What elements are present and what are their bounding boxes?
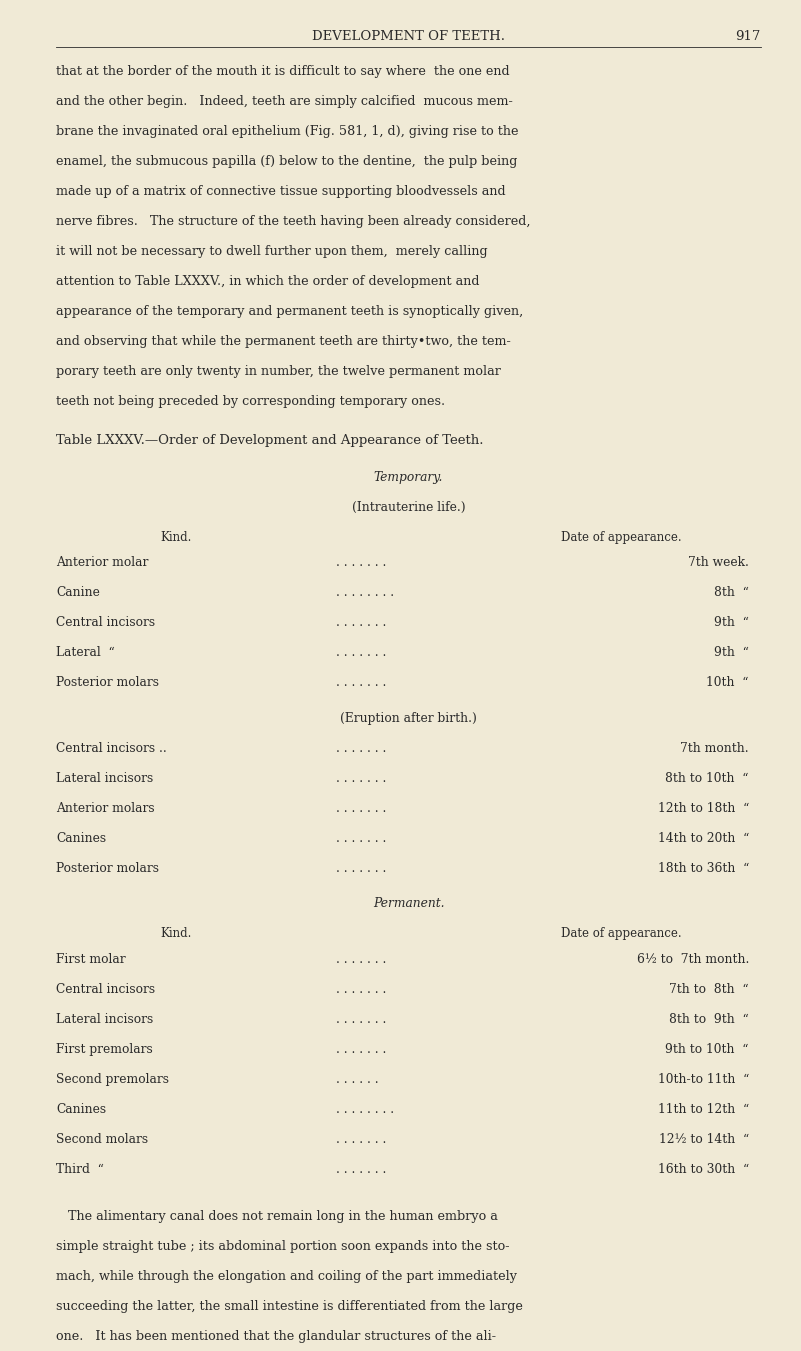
Text: . . . . . . .: . . . . . . . bbox=[336, 1013, 387, 1025]
Text: First molar: First molar bbox=[56, 952, 126, 966]
Text: . . . . . .: . . . . . . bbox=[336, 1073, 379, 1086]
Text: The alimentary canal does not remain long in the human embryo a: The alimentary canal does not remain lon… bbox=[56, 1210, 498, 1223]
Text: . . . . . . .: . . . . . . . bbox=[336, 982, 387, 996]
Text: Second premolars: Second premolars bbox=[56, 1073, 169, 1086]
Text: . . . . . . . .: . . . . . . . . bbox=[336, 1102, 395, 1116]
Text: Kind.: Kind. bbox=[160, 927, 191, 940]
Text: . . . . . . .: . . . . . . . bbox=[336, 677, 387, 689]
Text: teeth not being preceded by corresponding temporary ones.: teeth not being preceded by correspondin… bbox=[56, 394, 445, 408]
Text: Canine: Canine bbox=[56, 586, 100, 600]
Text: 8th to 10th  “: 8th to 10th “ bbox=[666, 771, 749, 785]
Text: . . . . . . .: . . . . . . . bbox=[336, 1132, 387, 1146]
Text: Posterior molars: Posterior molars bbox=[56, 862, 159, 874]
Text: (Intrauterine life.): (Intrauterine life.) bbox=[352, 501, 465, 513]
Text: . . . . . . .: . . . . . . . bbox=[336, 952, 387, 966]
Text: Lateral incisors: Lateral incisors bbox=[56, 771, 153, 785]
Text: Date of appearance.: Date of appearance. bbox=[561, 531, 682, 544]
Text: 9th to 10th  “: 9th to 10th “ bbox=[666, 1043, 749, 1055]
Text: Permanent.: Permanent. bbox=[372, 897, 445, 911]
Text: Lateral  “: Lateral “ bbox=[56, 646, 115, 659]
Text: 11th to 12th  “: 11th to 12th “ bbox=[658, 1102, 749, 1116]
Text: enamel, the submucous papilla (f) below to the dentine,  the pulp being: enamel, the submucous papilla (f) below … bbox=[56, 155, 517, 168]
Text: simple straight tube ; its abdominal portion soon expands into the sto-: simple straight tube ; its abdominal por… bbox=[56, 1240, 509, 1254]
Text: . . . . . . .: . . . . . . . bbox=[336, 771, 387, 785]
Text: and observing that while the permanent teeth are thirty•two, the tem-: and observing that while the permanent t… bbox=[56, 335, 511, 347]
Text: Kind.: Kind. bbox=[160, 531, 191, 544]
Text: 16th to 30th  “: 16th to 30th “ bbox=[658, 1163, 749, 1175]
Text: . . . . . . .: . . . . . . . bbox=[336, 1043, 387, 1055]
Text: Canines: Canines bbox=[56, 832, 107, 844]
Text: 6½ to  7th month.: 6½ to 7th month. bbox=[637, 952, 749, 966]
Text: attention to Table LXXXV., in which the order of development and: attention to Table LXXXV., in which the … bbox=[56, 274, 480, 288]
Text: Temporary.: Temporary. bbox=[374, 471, 443, 484]
Text: 14th to 20th  “: 14th to 20th “ bbox=[658, 832, 749, 844]
Text: 7th to  8th  “: 7th to 8th “ bbox=[670, 982, 749, 996]
Text: appearance of the temporary and permanent teeth is synoptically given,: appearance of the temporary and permanen… bbox=[56, 305, 523, 317]
Text: succeeding the latter, the small intestine is differentiated from the large: succeeding the latter, the small intesti… bbox=[56, 1300, 523, 1313]
Text: made up of a matrix of connective tissue supporting bloodvessels and: made up of a matrix of connective tissue… bbox=[56, 185, 505, 197]
Text: Anterior molars: Anterior molars bbox=[56, 801, 155, 815]
Text: Central incisors ..: Central incisors .. bbox=[56, 742, 167, 755]
Text: . . . . . . .: . . . . . . . bbox=[336, 1163, 387, 1175]
Text: . . . . . . .: . . . . . . . bbox=[336, 862, 387, 874]
Text: . . . . . . .: . . . . . . . bbox=[336, 616, 387, 630]
Text: Second molars: Second molars bbox=[56, 1132, 148, 1146]
Text: Lateral incisors: Lateral incisors bbox=[56, 1013, 153, 1025]
Text: . . . . . . .: . . . . . . . bbox=[336, 742, 387, 755]
Text: 917: 917 bbox=[735, 30, 761, 43]
Text: Anterior molar: Anterior molar bbox=[56, 557, 148, 569]
Text: that at the border of the mouth it is difficult to say where  the one end: that at the border of the mouth it is di… bbox=[56, 65, 509, 78]
Text: Canines: Canines bbox=[56, 1102, 107, 1116]
Text: Date of appearance.: Date of appearance. bbox=[561, 927, 682, 940]
Text: nerve fibres.   The structure of the teeth having been already considered,: nerve fibres. The structure of the teeth… bbox=[56, 215, 530, 228]
Text: . . . . . . .: . . . . . . . bbox=[336, 801, 387, 815]
Text: Table LXXXV.—Order of Development and Appearance of Teeth.: Table LXXXV.—Order of Development and Ap… bbox=[56, 434, 484, 447]
Text: brane the invaginated oral epithelium (Fig. 581, 1, d), giving rise to the: brane the invaginated oral epithelium (F… bbox=[56, 124, 518, 138]
Text: . . . . . . .: . . . . . . . bbox=[336, 646, 387, 659]
Text: 9th  “: 9th “ bbox=[714, 646, 749, 659]
Text: one.   It has been mentioned that the glandular structures of the ali-: one. It has been mentioned that the glan… bbox=[56, 1331, 496, 1343]
Text: it will not be necessary to dwell further upon them,  merely calling: it will not be necessary to dwell furthe… bbox=[56, 245, 488, 258]
Text: . . . . . . .: . . . . . . . bbox=[336, 557, 387, 569]
Text: (Eruption after birth.): (Eruption after birth.) bbox=[340, 712, 477, 724]
Text: . . . . . . . .: . . . . . . . . bbox=[336, 586, 395, 600]
Text: First premolars: First premolars bbox=[56, 1043, 153, 1055]
Text: DEVELOPMENT OF TEETH.: DEVELOPMENT OF TEETH. bbox=[312, 30, 505, 43]
Text: Central incisors: Central incisors bbox=[56, 616, 155, 630]
Text: Third  “: Third “ bbox=[56, 1163, 104, 1175]
Text: 10th  “: 10th “ bbox=[706, 677, 749, 689]
Text: 8th  “: 8th “ bbox=[714, 586, 749, 600]
Text: 7th month.: 7th month. bbox=[680, 742, 749, 755]
Text: 7th week.: 7th week. bbox=[688, 557, 749, 569]
Text: Central incisors: Central incisors bbox=[56, 982, 155, 996]
Text: 10th-to 11th  “: 10th-to 11th “ bbox=[658, 1073, 749, 1086]
Text: mach, while through the elongation and coiling of the part immediately: mach, while through the elongation and c… bbox=[56, 1270, 517, 1283]
Text: 12½ to 14th  “: 12½ to 14th “ bbox=[658, 1132, 749, 1146]
Text: . . . . . . .: . . . . . . . bbox=[336, 832, 387, 844]
Text: 18th to 36th  “: 18th to 36th “ bbox=[658, 862, 749, 874]
Text: 9th  “: 9th “ bbox=[714, 616, 749, 630]
Text: Posterior molars: Posterior molars bbox=[56, 677, 159, 689]
Text: and the other begin.   Indeed, teeth are simply calcified  mucous mem-: and the other begin. Indeed, teeth are s… bbox=[56, 95, 513, 108]
Text: 12th to 18th  “: 12th to 18th “ bbox=[658, 801, 749, 815]
Text: 8th to  9th  “: 8th to 9th “ bbox=[669, 1013, 749, 1025]
Text: porary teeth are only twenty in number, the twelve permanent molar: porary teeth are only twenty in number, … bbox=[56, 365, 501, 378]
